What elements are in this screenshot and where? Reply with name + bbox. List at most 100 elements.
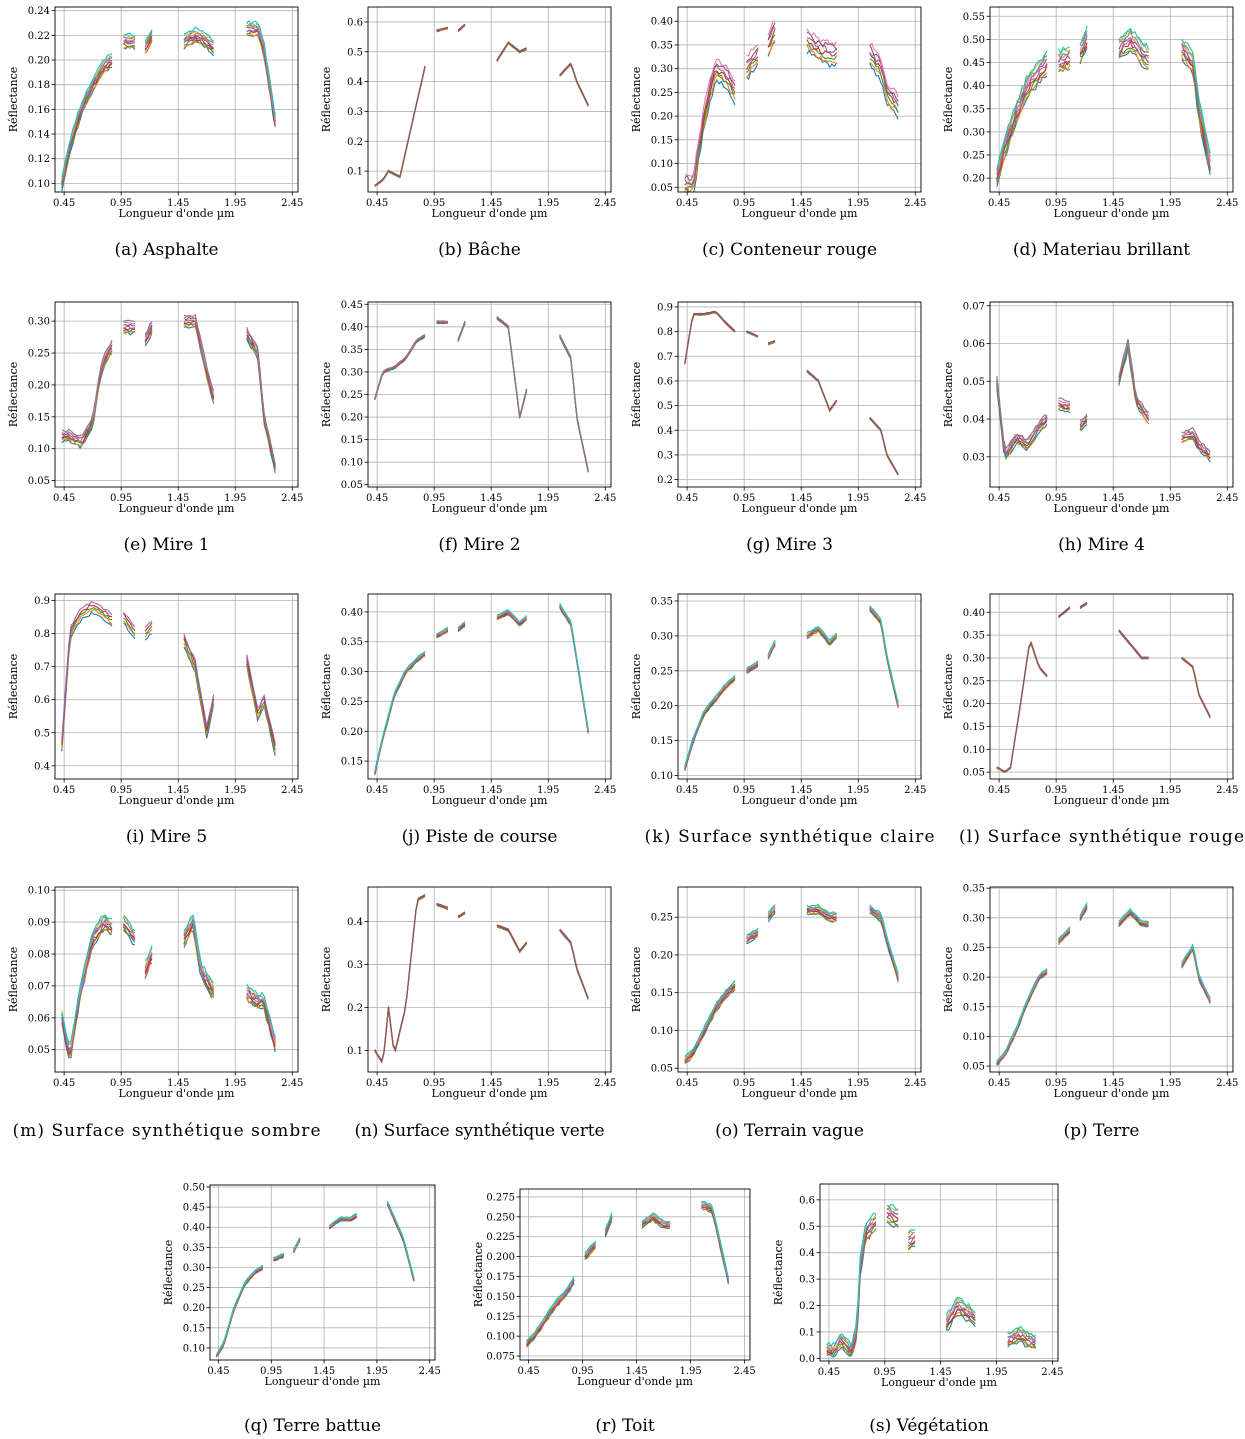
spectrum-line: [907, 1242, 916, 1250]
spectrum-line: [61, 928, 113, 1059]
spectrum-line: [996, 50, 1048, 171]
panel-caption: (j) Piste de course: [402, 827, 558, 847]
x-tick-label: 0.45: [518, 1366, 540, 1377]
x-tick-label: 1.95: [224, 1078, 246, 1089]
spectrum-line: [374, 67, 426, 188]
y-tick-label: 0.20: [28, 56, 50, 67]
spectrum-line: [559, 606, 589, 733]
plot-frame: [989, 6, 1234, 193]
plot-frame: [819, 1183, 1059, 1362]
spectrum-line: [996, 973, 1048, 1065]
spectrum-line: [746, 935, 759, 945]
spectrum-line: [246, 654, 276, 744]
spectrum-line: [806, 39, 838, 57]
spectrum-line: [61, 923, 113, 1052]
x-tick-label: 1.95: [1159, 493, 1181, 504]
spectrum-line: [1181, 429, 1211, 453]
spectrum-line: [1079, 419, 1088, 427]
spectrum-line: [1007, 1327, 1037, 1341]
spectrum-line: [457, 320, 466, 340]
x-tick-label: 1.45: [167, 785, 189, 796]
spectrum-line: [1118, 49, 1149, 70]
y-tick-label: 0.25: [651, 666, 673, 677]
spectrum-line: [374, 66, 426, 187]
y-tick-label: 0.50: [183, 1183, 205, 1194]
plot-frame: [677, 301, 922, 488]
spectrum-line: [374, 650, 426, 772]
spectrum-line: [746, 660, 759, 670]
y-tick-label: 0.15: [651, 736, 673, 747]
spectrum-line: [183, 633, 215, 727]
panel-caption: (f) Mire 2: [438, 535, 520, 555]
spectrum-line: [1079, 42, 1088, 56]
spectrum-line: [869, 416, 899, 475]
y-tick-label: 0.10: [341, 458, 363, 469]
spectrum-line: [123, 32, 135, 38]
x-tick-label: 1.95: [537, 785, 559, 796]
x-tick-label: 1.45: [167, 1078, 189, 1089]
plot-frame: [54, 593, 299, 780]
y-axis-label: Réflectance: [7, 67, 20, 133]
panel-g: 0.45 0.95 1.45 1.95 2.45 0.2 0.3 0.4 0.5 0.6 0.7 0.…: [630, 301, 926, 555]
spectrum-line: [123, 321, 136, 325]
spectrum-line: [122, 925, 136, 943]
x-tick-label: 1.95: [537, 493, 559, 504]
y-tick-label: 0.55: [963, 12, 985, 23]
y-tick-label: 0.15: [341, 435, 363, 446]
spectrum-line: [183, 914, 215, 984]
spectrum-line: [1058, 926, 1071, 940]
y-tick-label: 0.20: [651, 950, 673, 961]
spectrum-line: [144, 951, 153, 970]
spectrum-line: [61, 350, 113, 445]
x-tick-label: 2.45: [904, 1078, 926, 1089]
spectrum-line: [144, 958, 153, 975]
y-tick-label: 0.35: [963, 631, 985, 642]
spectrum-line: [684, 78, 736, 192]
spectrum-line: [123, 327, 135, 331]
panel-caption: (i) Mire 5: [126, 827, 207, 847]
spectrum-line: [806, 369, 838, 412]
y-tick-label: 0.20: [963, 699, 985, 710]
spectrum-line: [246, 997, 276, 1053]
panel-q: 0.45 0.95 1.45 1.95 2.45 0.10 0.15 0.20 0.25 0.30…: [162, 1183, 441, 1436]
y-tick-label: 0.075: [486, 1352, 515, 1363]
x-tick-label: 2.45: [594, 493, 616, 504]
spectrum-line: [183, 30, 215, 43]
panel-caption: (q) Terre battue: [244, 1416, 381, 1436]
spectrum-line: [869, 61, 899, 113]
spectrum-line: [559, 603, 589, 730]
spectrum-line: [123, 622, 136, 640]
spectrum-line: [61, 60, 113, 184]
y-axis-label: Réflectance: [7, 362, 20, 428]
spectrum-line: [144, 332, 153, 347]
x-tick-label: 0.95: [571, 1366, 593, 1377]
x-tick-label: 2.45: [1041, 1367, 1063, 1378]
y-tick-label: 0.4: [799, 1248, 815, 1259]
spectrum-line: [374, 894, 426, 1063]
y-tick-label: 0.30: [651, 64, 673, 75]
y-tick-label: 0.05: [963, 1062, 985, 1073]
y-axis-label: Réflectance: [772, 1240, 785, 1306]
x-tick-label: 0.95: [110, 198, 132, 209]
y-tick-label: 0.2: [799, 1301, 815, 1312]
spectrum-line: [1118, 39, 1150, 63]
spectrum-line: [767, 22, 776, 41]
spectrum-line: [945, 1300, 976, 1323]
spectrum-line: [123, 331, 136, 336]
panel-caption: (r) Toit: [595, 1416, 654, 1436]
x-tick-label: 2.45: [1216, 785, 1238, 796]
x-axis-label: Longueur d'onde µm: [432, 1087, 548, 1100]
y-tick-label: 0.3: [799, 1275, 815, 1286]
spectrum-line: [767, 39, 776, 56]
y-tick-label: 0.09: [28, 918, 50, 929]
y-tick-label: 0.6: [34, 695, 50, 706]
spectrum-line: [61, 918, 113, 1049]
y-tick-label: 0.30: [963, 913, 985, 924]
y-tick-label: 0.30: [28, 317, 50, 328]
spectrum-line: [144, 625, 153, 634]
x-tick-label: 1.95: [679, 1366, 701, 1377]
spectrum-line: [1079, 35, 1088, 55]
spectrum-line: [1058, 48, 1071, 56]
spectrum-line: [869, 904, 899, 974]
